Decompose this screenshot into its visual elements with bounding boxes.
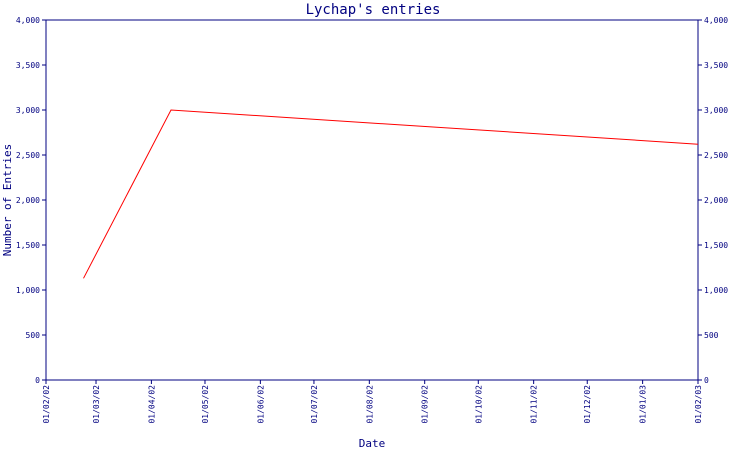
- x-tick-label: 01/12/02: [583, 385, 592, 424]
- y-tick-label-left: 500: [26, 331, 41, 340]
- y-tick-label-right: 1,000: [704, 286, 728, 295]
- series-line: [83, 109, 699, 279]
- y-tick-label-right: 3,000: [704, 106, 728, 115]
- x-tick-label: 01/09/02: [421, 385, 430, 424]
- y-tick-label-left: 3,000: [16, 106, 40, 115]
- series-layer: [83, 109, 699, 279]
- y-tick-label-left: 4,000: [16, 16, 40, 25]
- x-tick-label: 01/11/02: [530, 385, 539, 424]
- y-tick-label-right: 2,500: [704, 151, 728, 160]
- x-axis-label: Date: [359, 437, 386, 450]
- x-tick-label: 01/10/02: [474, 385, 483, 424]
- x-tick-label: 01/03/02: [92, 385, 101, 424]
- chart-title: Lychap's entries: [306, 2, 441, 18]
- x-tick-label: 01/05/02: [201, 385, 210, 424]
- x-tick-label: 01/02/03: [694, 385, 703, 424]
- y-tick-label-right: 0: [704, 376, 709, 385]
- y-tick-label-right: 1,500: [704, 241, 728, 250]
- y-axis-left: 0 500 1,000 1,500 2,000 2,500 3,000 3,500 4,000: [16, 16, 46, 385]
- y-tick-label-right: 3,500: [704, 61, 728, 70]
- y-axis-right: 0 500 1,000 1,500 2,000 2,500 3,000 3,500 4,000: [698, 16, 728, 385]
- y-tick-label-left: 0: [35, 376, 40, 385]
- plot-area: [45, 19, 699, 381]
- y-tick-label-left: 1,000: [16, 286, 40, 295]
- y-tick-label-right: 500: [704, 331, 719, 340]
- x-tick-label: 01/04/02: [147, 385, 156, 424]
- y-tick-label-right: 2,000: [704, 196, 728, 205]
- x-tick-label: 01/08/02: [365, 385, 374, 424]
- y-axis-label: Number of Entries: [1, 144, 14, 257]
- y-tick-label-left: 1,500: [16, 241, 40, 250]
- x-tick-label: 01/06/02: [256, 385, 265, 424]
- x-tick-label: 01/01/03: [639, 385, 648, 424]
- x-tick-label: 01/02/02: [42, 385, 51, 424]
- x-tick-label: 01/07/02: [310, 385, 319, 424]
- y-tick-label-left: 3,500: [16, 61, 40, 70]
- y-tick-label-right: 4,000: [704, 16, 728, 25]
- y-tick-label-left: 2,500: [16, 151, 40, 160]
- y-tick-label-left: 2,000: [16, 196, 40, 205]
- x-axis: 01/02/02 01/03/02 01/04/02 01/05/02 01/06/02…: [42, 380, 703, 424]
